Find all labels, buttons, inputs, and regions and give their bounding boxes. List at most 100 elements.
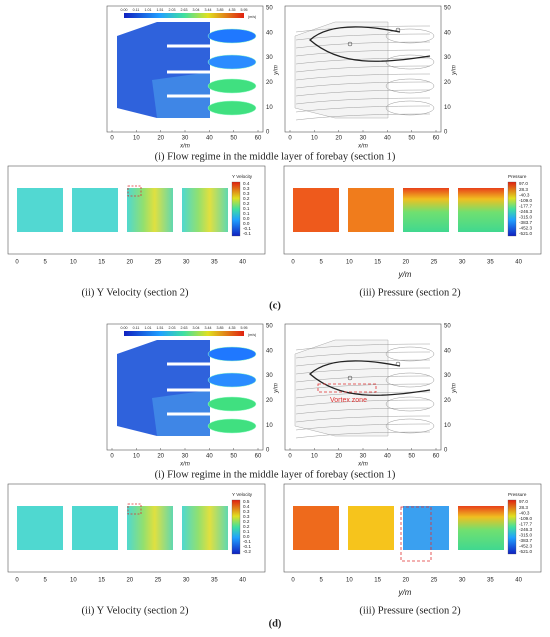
vortex-core — [347, 41, 353, 47]
streamline — [295, 351, 431, 359]
caption: (i) Flow regime in the middle layer of f… — [155, 151, 396, 162]
legend-label: 0.2 — [243, 196, 250, 201]
streamline — [295, 113, 431, 121]
section-slice — [403, 506, 449, 550]
legend-bar — [231, 499, 241, 555]
outlet-channel — [207, 346, 257, 362]
legend-label: -109.0 — [519, 198, 532, 203]
legend-label: 0.1 — [243, 211, 250, 216]
legend-label: -521.0 — [519, 231, 532, 236]
y-tick-label: 40 — [266, 348, 273, 354]
y-tick-label: 40 — [444, 30, 451, 36]
vortex-box — [317, 383, 377, 393]
legend-label: 0.0 — [243, 221, 250, 226]
vortex-core — [395, 27, 401, 33]
colorbar-label: 2.03 — [169, 8, 176, 12]
vortex-core — [395, 361, 401, 367]
colorbar-label: 3.04 — [193, 8, 200, 12]
x-tick-label: 0 — [291, 578, 295, 584]
x-tick-label: 40 — [515, 578, 522, 584]
streamline — [295, 81, 431, 89]
outlet-channel — [207, 54, 257, 70]
legend-bar — [507, 181, 517, 237]
x-tick-label: 50 — [408, 454, 415, 460]
y-tick-label: 0 — [444, 130, 448, 136]
colorbar-label: 5.95 — [241, 326, 248, 330]
legend-label: -40.3 — [519, 192, 530, 197]
legend-label: -0.2 — [243, 549, 251, 554]
x-axis-label: y/m — [398, 588, 412, 597]
streamline — [295, 105, 431, 113]
legend-label: -177.7 — [519, 203, 532, 208]
legend-label: -452.3 — [519, 226, 532, 231]
x-tick-label: 15 — [374, 578, 381, 584]
outlet-channel — [207, 372, 257, 388]
x-tick-label: 30 — [183, 578, 190, 584]
y-tick-label: 50 — [266, 324, 273, 330]
colorbar-unit: (m/s) — [248, 333, 256, 337]
x-tick-label: 10 — [311, 454, 318, 460]
outlet-channel — [385, 78, 435, 94]
y-axis-label: y/m — [452, 383, 458, 394]
section-slice — [127, 188, 173, 232]
legend-label: 0.4 — [243, 504, 250, 509]
x-tick-label: 0 — [110, 136, 114, 142]
legend-title: Pressure — [508, 492, 527, 497]
x-tick-label: 10 — [346, 578, 353, 584]
section-slice — [293, 188, 339, 232]
legend-label: 97.0 — [519, 181, 528, 186]
streamline — [295, 73, 431, 81]
streamline — [295, 407, 431, 415]
x-tick-label: 30 — [459, 578, 466, 584]
highlight-box — [400, 506, 432, 562]
y-tick-label: 0 — [266, 448, 270, 454]
x-tick-label: 30 — [360, 454, 367, 460]
legend-label: -0.1 — [243, 544, 251, 549]
y-tick-label: 30 — [266, 55, 273, 61]
section-slice — [72, 188, 118, 232]
outlet-channel — [207, 418, 257, 434]
x-tick-label: 30 — [360, 136, 367, 142]
section-slice — [72, 506, 118, 550]
legend-label: -452.3 — [519, 544, 532, 549]
flow-domain — [294, 21, 389, 119]
vortex-label: Vortex zone — [330, 397, 367, 404]
x-tick-label: 10 — [133, 454, 140, 460]
streamline — [295, 65, 431, 73]
x-tick-label: 20 — [126, 578, 133, 584]
x-tick-label: 5 — [320, 578, 324, 584]
y-tick-label: 10 — [444, 423, 451, 429]
x-axis-label: y/m — [398, 270, 412, 279]
colorbar-label: 1.51 — [157, 8, 164, 12]
y-axis-label: y/m — [452, 65, 458, 76]
x-tick-label: 30 — [182, 136, 189, 142]
y-tick-label: 40 — [444, 348, 451, 354]
colorbar-label: 1.01 — [145, 8, 152, 12]
section-slice — [348, 506, 394, 550]
legend-label: 0.2 — [243, 201, 250, 206]
outlet-channel — [385, 28, 435, 44]
y-tick-label: 20 — [266, 80, 273, 86]
x-tick-label: 40 — [239, 578, 246, 584]
outlet-channel — [385, 54, 435, 70]
x-tick-label: 40 — [239, 260, 246, 266]
legend-label: 0.1 — [243, 206, 250, 211]
legend-label: 0.0 — [243, 534, 250, 539]
x-tick-label: 40 — [515, 260, 522, 266]
y-tick-label: 30 — [444, 373, 451, 379]
y-tick-label: 20 — [444, 398, 451, 404]
colorbar-label: 3.04 — [193, 326, 200, 330]
section-slice — [458, 188, 504, 232]
legend-label: -521.0 — [519, 549, 532, 554]
y-tick-label: 0 — [444, 448, 448, 454]
x-tick-label: 20 — [126, 260, 133, 266]
legend-label: 0.3 — [243, 514, 250, 519]
vortex-line — [309, 360, 431, 396]
x-tick-label: 40 — [206, 136, 213, 142]
x-tick-label: 30 — [183, 260, 190, 266]
x-tick-label: 20 — [157, 136, 164, 142]
x-tick-label: 10 — [70, 260, 77, 266]
legend-label: -246.3 — [519, 527, 532, 532]
y-tick-label: 50 — [444, 324, 451, 330]
